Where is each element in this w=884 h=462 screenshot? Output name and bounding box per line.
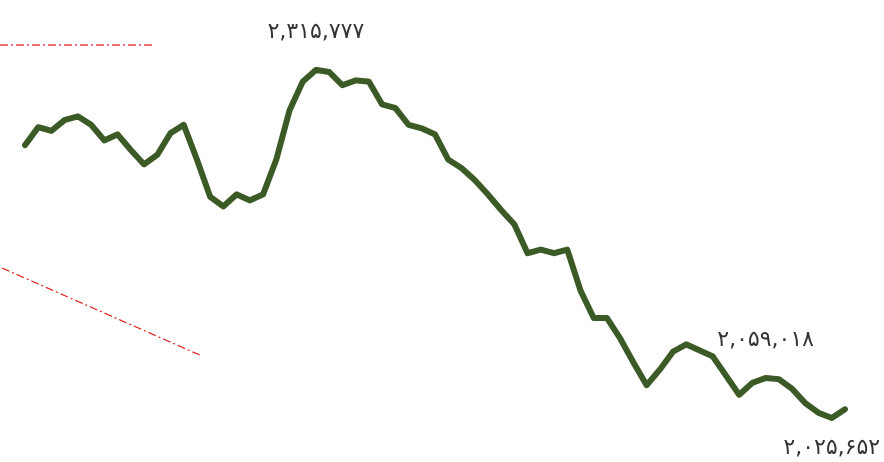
- value-annotation: ۲,۰۲۵,۶۵۲: [783, 435, 880, 460]
- value-annotation: ۲,۳۱۵,۷۷۷: [268, 19, 365, 44]
- line-series: [22, 66, 848, 422]
- value-annotation: ۲,۰۵۹,۰۱۸: [717, 327, 814, 352]
- trend-line: [1, 267, 203, 357]
